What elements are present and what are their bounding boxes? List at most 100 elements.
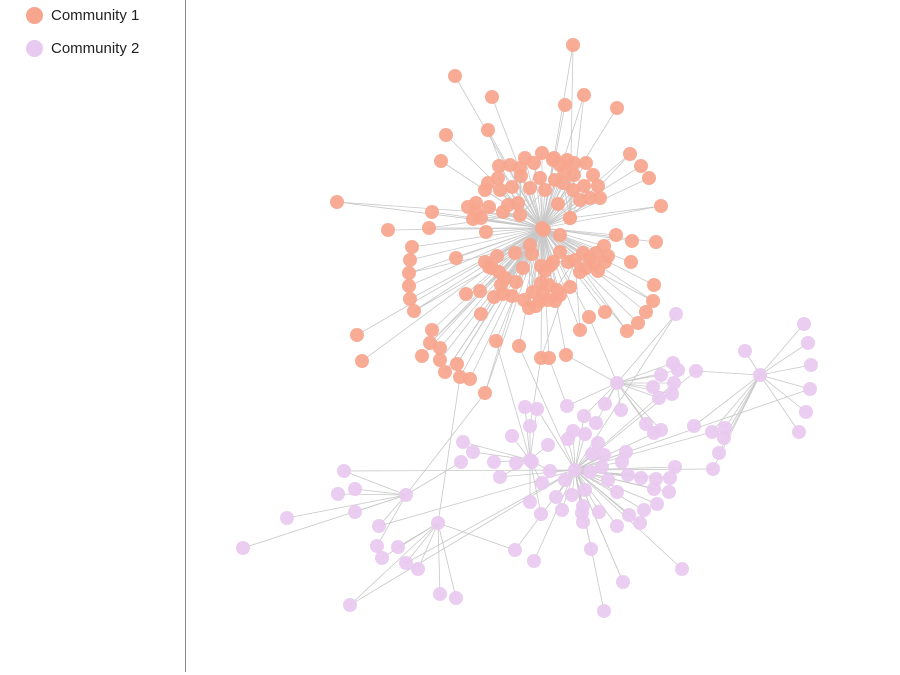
community-1-node[interactable] (579, 156, 593, 170)
community-2-node[interactable] (663, 471, 677, 485)
community-2-node[interactable] (639, 417, 653, 431)
community-1-node[interactable] (610, 101, 624, 115)
community-1-node[interactable] (548, 294, 562, 308)
community-1-node[interactable] (553, 245, 567, 259)
community-2-node[interactable] (576, 515, 590, 529)
community-2-node[interactable] (535, 476, 549, 490)
community-1-node[interactable] (522, 301, 536, 315)
community-2-hub-node[interactable] (431, 516, 445, 530)
community-1-node[interactable] (491, 171, 505, 185)
community-2-node[interactable] (493, 470, 507, 484)
community-1-node[interactable] (425, 205, 439, 219)
community-1-node[interactable] (556, 176, 570, 190)
community-2-node[interactable] (578, 427, 592, 441)
community-2-node[interactable] (610, 485, 624, 499)
community-2-node[interactable] (634, 471, 648, 485)
community-2-node[interactable] (597, 448, 611, 462)
community-1-node[interactable] (355, 354, 369, 368)
community-1-node[interactable] (439, 128, 453, 142)
community-2-node[interactable] (712, 446, 726, 460)
community-1-hub-node[interactable] (568, 253, 582, 267)
community-1-node[interactable] (433, 341, 447, 355)
community-1-node[interactable] (533, 294, 547, 308)
community-1-node[interactable] (433, 353, 447, 367)
community-2-node[interactable] (652, 391, 666, 405)
community-2-node[interactable] (518, 400, 532, 414)
community-2-node[interactable] (331, 487, 345, 501)
community-1-node[interactable] (448, 69, 462, 83)
community-1-node[interactable] (538, 183, 552, 197)
community-1-node[interactable] (485, 261, 499, 275)
community-2-node[interactable] (637, 503, 651, 517)
network-graph[interactable] (186, 0, 900, 675)
community-2-node[interactable] (689, 364, 703, 378)
community-1-node[interactable] (461, 200, 475, 214)
community-1-node[interactable] (566, 183, 580, 197)
community-2-node[interactable] (337, 464, 351, 478)
community-1-node[interactable] (450, 357, 464, 371)
community-1-node[interactable] (620, 324, 634, 338)
community-1-node[interactable] (559, 348, 573, 362)
community-2-node[interactable] (527, 554, 541, 568)
community-1-hub-node[interactable] (535, 221, 549, 235)
community-1-node[interactable] (527, 156, 541, 170)
community-2-hub-node[interactable] (568, 463, 582, 477)
community-1-node[interactable] (577, 88, 591, 102)
community-1-node[interactable] (647, 278, 661, 292)
community-2-node[interactable] (541, 438, 555, 452)
community-1-node[interactable] (459, 287, 473, 301)
community-1-node[interactable] (511, 196, 525, 210)
community-1-node[interactable] (509, 275, 523, 289)
community-2-node[interactable] (523, 495, 537, 509)
community-1-node[interactable] (415, 349, 429, 363)
community-2-node[interactable] (466, 445, 480, 459)
community-2-node[interactable] (534, 507, 548, 521)
community-1-node[interactable] (492, 159, 506, 173)
community-1-node[interactable] (534, 351, 548, 365)
community-1-hub-node[interactable] (563, 211, 577, 225)
community-2-node[interactable] (792, 425, 806, 439)
community-2-node[interactable] (449, 591, 463, 605)
community-2-node[interactable] (391, 540, 405, 554)
community-1-node[interactable] (438, 365, 452, 379)
community-1-node[interactable] (481, 123, 495, 137)
community-1-hub-node[interactable] (513, 208, 527, 222)
community-1-node[interactable] (474, 307, 488, 321)
community-2-node[interactable] (280, 511, 294, 525)
community-2-hub-node[interactable] (753, 368, 767, 382)
community-1-node[interactable] (587, 257, 601, 271)
community-2-node[interactable] (801, 336, 815, 350)
community-2-node[interactable] (566, 424, 580, 438)
community-2-node[interactable] (487, 455, 501, 469)
community-2-node[interactable] (610, 519, 624, 533)
community-1-node[interactable] (402, 279, 416, 293)
community-2-node[interactable] (589, 416, 603, 430)
community-1-node[interactable] (434, 154, 448, 168)
community-1-node[interactable] (474, 211, 488, 225)
community-2-node[interactable] (621, 468, 635, 482)
community-2-node[interactable] (578, 483, 592, 497)
community-2-node[interactable] (399, 556, 413, 570)
community-1-node[interactable] (350, 328, 364, 342)
community-1-node[interactable] (593, 191, 607, 205)
community-2-node[interactable] (797, 317, 811, 331)
community-2-node[interactable] (236, 541, 250, 555)
community-2-node[interactable] (717, 431, 731, 445)
community-2-node[interactable] (543, 464, 557, 478)
community-2-node[interactable] (456, 435, 470, 449)
community-2-node[interactable] (646, 380, 660, 394)
community-2-node[interactable] (565, 488, 579, 502)
community-1-node[interactable] (577, 179, 591, 193)
community-2-node[interactable] (799, 405, 813, 419)
community-1-node[interactable] (512, 339, 526, 353)
community-2-node[interactable] (616, 575, 630, 589)
community-2-node[interactable] (595, 460, 609, 474)
community-2-hub-node[interactable] (610, 376, 624, 390)
community-1-node[interactable] (523, 181, 537, 195)
community-2-node[interactable] (505, 429, 519, 443)
community-1-node[interactable] (582, 310, 596, 324)
community-1-node[interactable] (535, 146, 549, 160)
community-1-node[interactable] (402, 266, 416, 280)
community-2-node[interactable] (662, 485, 676, 499)
community-2-node[interactable] (669, 307, 683, 321)
